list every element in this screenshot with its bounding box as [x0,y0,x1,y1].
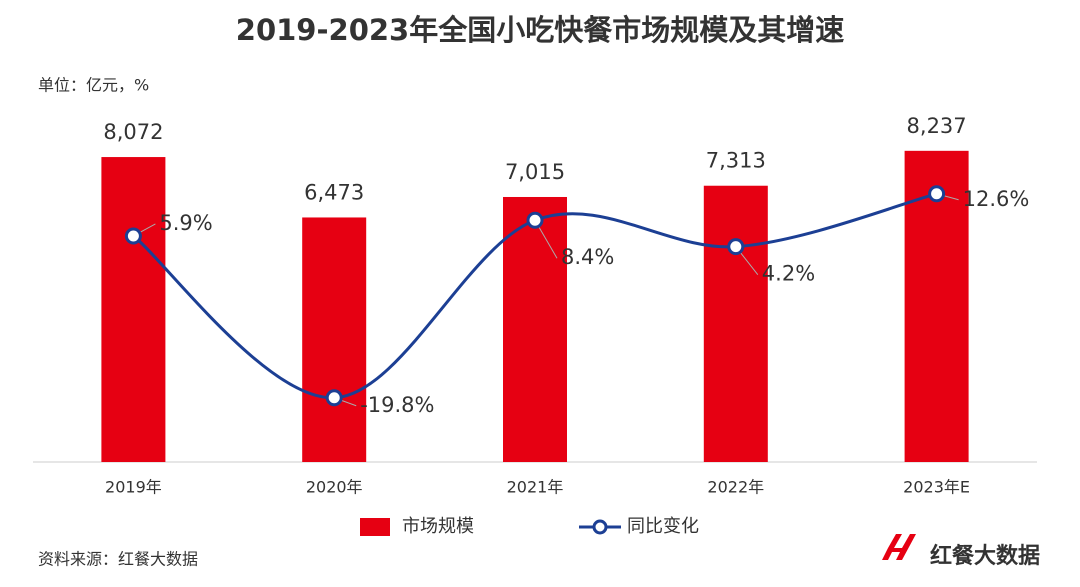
legend-label: 同比变化 [627,516,699,537]
bar [703,185,768,462]
chart-title: 2019-2023年全国小吃快餐市场规模及其增速 [236,13,844,47]
source: 资料来源：红餐大数据 [38,550,198,569]
brand-name: 红餐大数据 [930,543,1040,569]
x-tick-label: 2022年 [707,478,764,497]
bar-value-label: 7,313 [706,149,766,173]
line-value-label: 5.9% [159,211,212,235]
growth-line [132,192,937,400]
line-value-label: 8.4% [561,245,614,269]
line-value-label: -19.8% [360,393,434,417]
line-marker [325,389,343,407]
legend-label: 市场规模 [402,516,474,537]
x-tick-label: 2019年 [105,478,162,497]
line-value-label: 12.6% [963,187,1030,211]
x-tick-label: 2020年 [306,478,363,497]
legend-swatch [360,518,390,536]
legend-swatch-marker [592,519,608,535]
bar [503,196,567,462]
line-marker [727,238,745,256]
bar-value-label: 7,015 [505,160,565,184]
x-tick-label: 2021年 [507,478,564,497]
bar [302,217,367,462]
bar [904,150,969,462]
bar-value-label: 8,072 [103,120,163,144]
bar-value-label: 8,237 [907,114,967,138]
bar-value-label: 6,473 [304,180,364,204]
unit-label: 单位：亿元，% [38,76,149,95]
line-value-label: 4.2% [762,262,815,286]
logo-icon [882,534,916,560]
x-tick-label: 2023年E [903,478,970,497]
brand-logo: 红餐大数据 [882,534,1040,569]
line-marker [124,227,142,245]
line-marker [526,211,544,229]
line-marker [928,185,946,203]
bar [101,157,166,462]
